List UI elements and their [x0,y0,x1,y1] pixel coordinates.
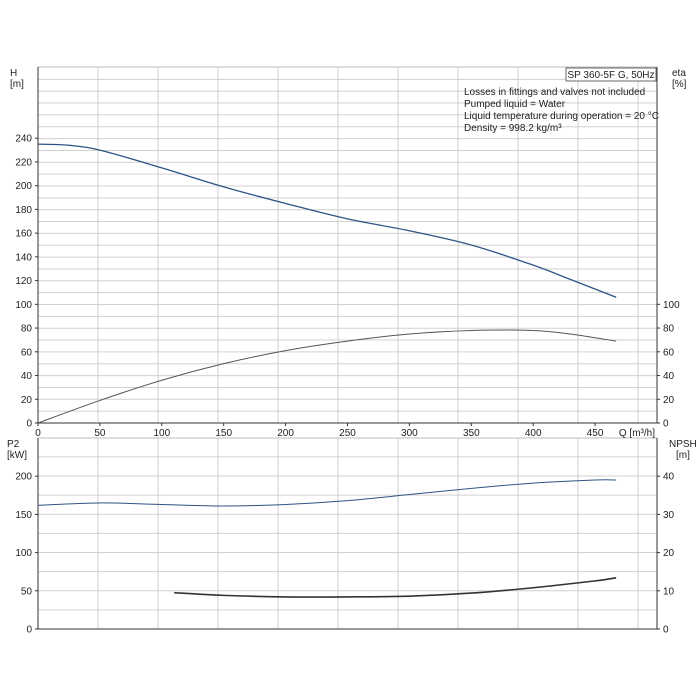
x-tick-label: 350 [463,428,480,439]
x-tick-label: 450 [587,428,604,439]
chart-title: SP 360-5F G, 50Hz [567,70,654,81]
y-right-tick-label: 20 [663,395,675,406]
y-left-tick-label: 0 [26,419,32,430]
y-left-tick-label: 100 [15,300,32,311]
y-right-tick-label: 20 [663,548,675,559]
y-right-tick-label: 60 [663,347,675,358]
y-left-tick-label: 200 [15,181,32,192]
x-tick-label: 250 [339,428,356,439]
x-tick-label: 300 [401,428,418,439]
y-right-tick-label: 100 [663,300,680,311]
y-left-tick-label: 100 [15,548,32,559]
efficiency-curve [37,329,617,424]
y-left-label-top-2: [m] [10,79,24,90]
top-panel-series [37,143,617,424]
conditions-notes: Losses in fittings and valves not includ… [464,87,659,134]
y-right-tick-label: 40 [663,371,675,382]
bottom-panel-axes: 0 50 100 150 200 0 10 20 30 40 [15,438,675,636]
y-left-tick-label: 150 [15,510,32,521]
y-left-tick-label: 80 [21,324,33,335]
y-right-label-top-1: eta [672,68,686,79]
bottom-panel-grid [38,438,657,629]
y-left-tick-label: 160 [15,229,32,240]
x-tick-label: 150 [215,428,232,439]
y-left-tick-label: 50 [21,586,33,597]
x-tick-label: 200 [277,428,294,439]
y-left-tick-label: 40 [21,371,33,382]
y-left-tick-label: 180 [15,205,32,216]
note-line: Pumped liquid = Water [464,99,566,110]
x-tick-label: 0 [35,428,41,439]
y-right-tick-label: 80 [663,324,675,335]
note-line: Liquid temperature during operation = 20… [464,111,659,122]
y-left-tick-label: 20 [21,395,33,406]
npsh-curve [174,577,617,598]
note-line: Density = 998.2 kg/m³ [464,123,562,134]
y-left-tick-label: 60 [21,347,33,358]
x-tick-label: 100 [153,428,170,439]
y-right-tick-label: 0 [663,419,669,430]
y-left-label-bottom-2: [kW] [7,450,27,461]
x-tick-label: 400 [525,428,542,439]
y-left-tick-label: 220 [15,157,32,168]
y-right-tick-label: 0 [663,625,669,636]
y-left-tick-label: 240 [15,134,32,145]
note-line: Losses in fittings and valves not includ… [464,87,645,98]
y-left-tick-label: 140 [15,252,32,263]
y-right-tick-label: 30 [663,510,675,521]
y-right-tick-label: 10 [663,586,675,597]
head-curve [37,143,617,298]
top-panel-grid [38,67,657,423]
y-right-label-bottom-2: [m] [676,450,690,461]
top-panel-axes: 0 20 40 60 80 100 120 140 160 180 200 220 240 0 20 40 60… [15,67,680,439]
power-curve [37,479,617,507]
y-left-tick-label: 0 [26,625,32,636]
y-left-tick-label: 120 [15,276,32,287]
x-axis-label: Q [m³/h] [619,428,655,439]
x-tick-label: 50 [94,428,106,439]
y-right-tick-label: 40 [663,472,675,483]
y-left-tick-label: 200 [15,472,32,483]
y-left-label-bottom-1: P2 [7,439,20,450]
y-right-label-bottom-1: NPSH [669,439,697,450]
chart-title-box [565,67,657,82]
bottom-panel-series [37,479,617,598]
y-right-label-top-2: [%] [672,79,687,90]
y-left-label-top-1: H [10,68,17,79]
